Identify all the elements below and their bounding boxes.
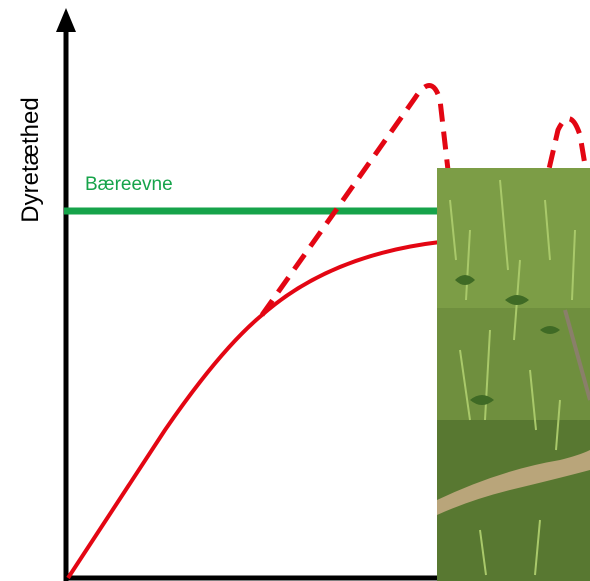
carrying-capacity-label: Bæreevne	[85, 174, 173, 195]
logistic-curve	[68, 242, 440, 578]
y-axis-label: Dyretæthed	[17, 97, 44, 222]
overshoot-curve	[262, 85, 448, 315]
grass-photo	[437, 168, 590, 581]
diagram: Dyretæthed Bæreevne	[0, 0, 590, 581]
y-axis-arrow	[56, 8, 76, 32]
